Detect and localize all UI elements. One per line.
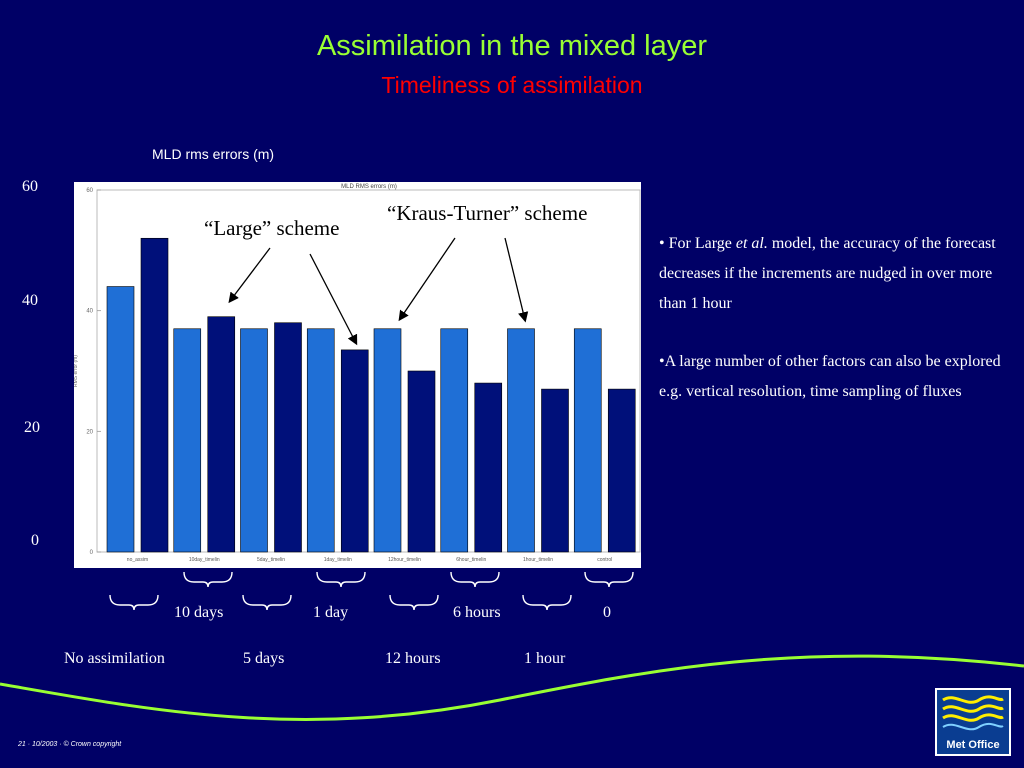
bar-large-scheme xyxy=(573,328,602,553)
group-label: 1 day xyxy=(313,604,349,621)
x-category-label: 1hour_timelin xyxy=(523,557,553,563)
inner-chart-title: MLD RMS errors (m) xyxy=(341,184,397,190)
bar-chart: MLD RMS errors (m) 60 40 20 0 RMS error (m) no… xyxy=(74,184,641,563)
group-label: 5 days xyxy=(243,650,285,667)
group-label: 10 days xyxy=(174,604,224,621)
bar-kraus-turner-scheme xyxy=(407,370,436,553)
bar-large-scheme xyxy=(373,328,402,553)
group-label: 6 hours xyxy=(453,604,501,621)
group-label: 12 hours xyxy=(385,650,441,667)
bar-kraus-turner-scheme xyxy=(607,388,636,553)
bar-large-scheme xyxy=(507,328,535,553)
bullet-item: •A large number of other factors can als… xyxy=(659,347,1009,407)
bullet-list: • For Large et al. model, the accuracy o… xyxy=(659,229,1009,435)
large-scheme-annotation: “Large” scheme xyxy=(204,216,340,240)
y-tick-label: 40 xyxy=(22,292,38,309)
group-label: 1 hour xyxy=(524,650,566,667)
x-category-label: 1day_timelin xyxy=(324,557,352,563)
slide-title: Assimilation in the mixed layer xyxy=(316,30,708,62)
inner-y-tick-label: 20 xyxy=(86,429,93,435)
bar-large-scheme xyxy=(440,328,469,553)
bar-large-scheme xyxy=(106,286,135,553)
bullet-text: •A large number of other factors can als… xyxy=(659,353,1001,400)
x-category-label: no_assim xyxy=(127,557,148,563)
x-category-label: control xyxy=(597,557,612,563)
y-tick-label: 60 xyxy=(22,178,38,195)
group-label: 0 xyxy=(603,604,611,621)
logo-label: Met Office xyxy=(946,739,1000,751)
inner-y-tick-label: 0 xyxy=(90,550,94,556)
chart-title: MLD rms errors (m) xyxy=(152,146,275,162)
slide-subtitle: Timeliness of assimilation xyxy=(381,72,643,98)
footer-text: 21 · 10/2003 · © Crown copyright xyxy=(18,741,122,748)
wave-icon xyxy=(942,695,1004,731)
bullet-text: model, the accuracy of the forecast decr… xyxy=(659,235,996,312)
x-category-label: 12hour_timelin xyxy=(388,557,421,563)
inner-y-tick-label: 40 xyxy=(86,309,93,315)
bullet-text: • For Large xyxy=(659,235,736,252)
bar-kraus-turner-scheme xyxy=(140,237,169,553)
bar-kraus-turner-scheme xyxy=(541,388,569,553)
plot-area: MLD RMS errors (m) 60 40 20 0 RMS error (m) no… xyxy=(74,182,641,568)
bar-kraus-turner-scheme xyxy=(474,382,503,553)
x-category-label: 5day_timelin xyxy=(257,557,285,563)
y-tick-label: 0 xyxy=(31,532,39,549)
inner-y-tick-label: 60 xyxy=(86,188,93,194)
bar-kraus-turner-scheme xyxy=(340,349,369,553)
bullet-item: • For Large et al. model, the accuracy o… xyxy=(659,229,1009,319)
bar-large-scheme xyxy=(173,328,202,553)
bar-kraus-turner-scheme xyxy=(207,316,236,553)
bar-large-scheme xyxy=(306,328,335,553)
y-tick-label: 20 xyxy=(24,419,40,436)
bar-kraus-turner-scheme xyxy=(274,322,302,553)
x-category-label: 10day_timelin xyxy=(189,557,220,563)
bar-large-scheme xyxy=(240,328,268,553)
bullet-emphasis: et al. xyxy=(735,235,768,252)
group-label: No assimilation xyxy=(64,650,165,667)
x-category-label: 6hour_timelin xyxy=(456,557,486,563)
inner-y-axis-label: RMS error (m) xyxy=(74,355,79,387)
kraus-turner-annotation: “Kraus-Turner” scheme xyxy=(387,201,588,225)
met-office-logo: Met Office xyxy=(935,688,1011,756)
